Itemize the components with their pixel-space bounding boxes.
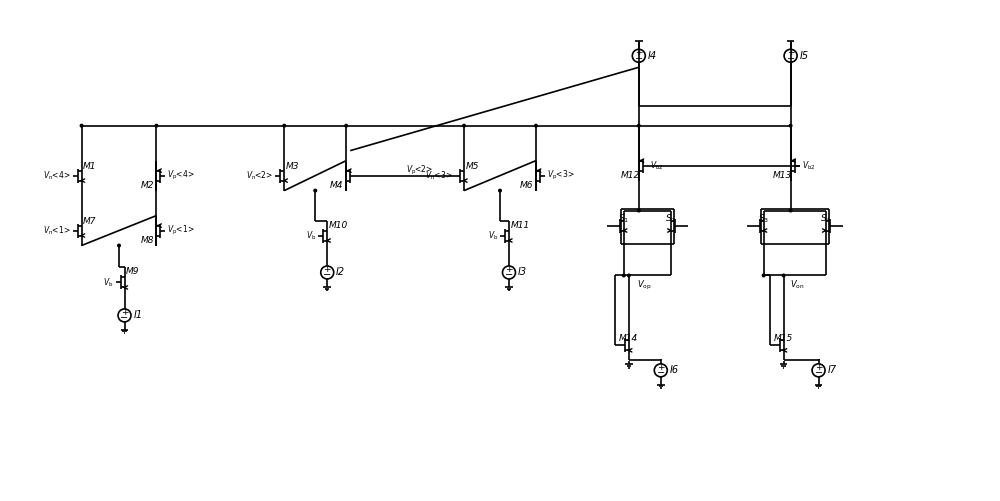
Text: $S_2$: $S_2$ <box>665 213 676 225</box>
Text: +: + <box>121 308 128 317</box>
Text: +: + <box>635 49 643 58</box>
Text: $S_1$: $S_1$ <box>618 213 629 225</box>
Text: M4: M4 <box>330 181 344 190</box>
Text: M10: M10 <box>329 220 348 229</box>
Text: M8: M8 <box>140 236 154 245</box>
Text: I5: I5 <box>800 51 809 61</box>
Text: $S_3$: $S_3$ <box>758 213 769 225</box>
Text: −: − <box>657 368 665 378</box>
Text: $V_{\rm n}$<4>: $V_{\rm n}$<4> <box>43 169 71 182</box>
Text: −: − <box>323 271 331 281</box>
Circle shape <box>499 189 501 192</box>
Text: M13: M13 <box>773 171 792 180</box>
Text: M14: M14 <box>619 334 638 343</box>
Circle shape <box>535 124 537 127</box>
Circle shape <box>463 124 465 127</box>
Text: M9: M9 <box>126 268 140 277</box>
Circle shape <box>80 124 83 127</box>
Text: $V_{\rm n}$<1>: $V_{\rm n}$<1> <box>43 224 71 237</box>
Circle shape <box>782 274 785 277</box>
Text: $V_{\rm p}$<2>: $V_{\rm p}$<2> <box>406 164 433 177</box>
Text: M1: M1 <box>83 162 97 171</box>
Text: +: + <box>505 265 513 274</box>
Text: M6: M6 <box>520 181 533 190</box>
Text: I1: I1 <box>134 311 143 321</box>
Text: M2: M2 <box>140 181 154 190</box>
Text: $V_{\rm p}$<1>: $V_{\rm p}$<1> <box>167 224 195 237</box>
Text: M11: M11 <box>510 220 530 229</box>
Text: +: + <box>787 49 794 58</box>
Text: $V_{\rm n}$<2>: $V_{\rm n}$<2> <box>246 169 273 182</box>
Circle shape <box>345 124 348 127</box>
Text: $V_{\rm on}$: $V_{\rm on}$ <box>790 279 805 291</box>
Text: I7: I7 <box>828 365 837 375</box>
Text: I6: I6 <box>670 365 679 375</box>
Text: −: − <box>787 54 795 64</box>
Text: −: − <box>635 54 643 64</box>
Text: $V_{\rm b}$: $V_{\rm b}$ <box>306 229 316 242</box>
Text: $V_{\rm b}$: $V_{\rm b}$ <box>488 229 498 242</box>
Circle shape <box>789 124 792 127</box>
Circle shape <box>789 209 792 212</box>
Text: $V_{\rm p}$<4>: $V_{\rm p}$<4> <box>167 169 195 182</box>
Text: +: + <box>815 363 822 372</box>
Text: +: + <box>657 363 665 372</box>
Text: $V_{\rm n}$<3>: $V_{\rm n}$<3> <box>425 169 453 182</box>
Text: −: − <box>505 271 513 281</box>
Text: M5: M5 <box>466 162 479 171</box>
Circle shape <box>118 244 120 247</box>
Text: I3: I3 <box>518 268 527 278</box>
Circle shape <box>638 209 640 212</box>
Text: $V_{\rm b2}$: $V_{\rm b2}$ <box>802 159 815 172</box>
Circle shape <box>283 124 286 127</box>
Circle shape <box>155 124 158 127</box>
Text: $V_{\rm b2}$: $V_{\rm b2}$ <box>650 159 663 172</box>
Circle shape <box>314 189 317 192</box>
Text: M3: M3 <box>286 162 299 171</box>
Circle shape <box>623 274 625 277</box>
Text: $S_4$: $S_4$ <box>820 213 831 225</box>
Circle shape <box>638 124 640 127</box>
Text: $V_{\rm p}$<3>: $V_{\rm p}$<3> <box>547 169 575 182</box>
Text: M12: M12 <box>621 171 640 180</box>
Circle shape <box>628 274 630 277</box>
Text: I2: I2 <box>336 268 345 278</box>
Text: −: − <box>814 368 823 378</box>
Text: M7: M7 <box>83 216 97 225</box>
Text: M15: M15 <box>774 334 793 343</box>
Circle shape <box>762 274 765 277</box>
Text: I4: I4 <box>648 51 657 61</box>
Text: +: + <box>323 265 331 274</box>
Text: −: − <box>120 314 129 324</box>
Text: $V_{\rm b}$: $V_{\rm b}$ <box>103 276 114 289</box>
Text: $V_{\rm op}$: $V_{\rm op}$ <box>637 279 652 292</box>
